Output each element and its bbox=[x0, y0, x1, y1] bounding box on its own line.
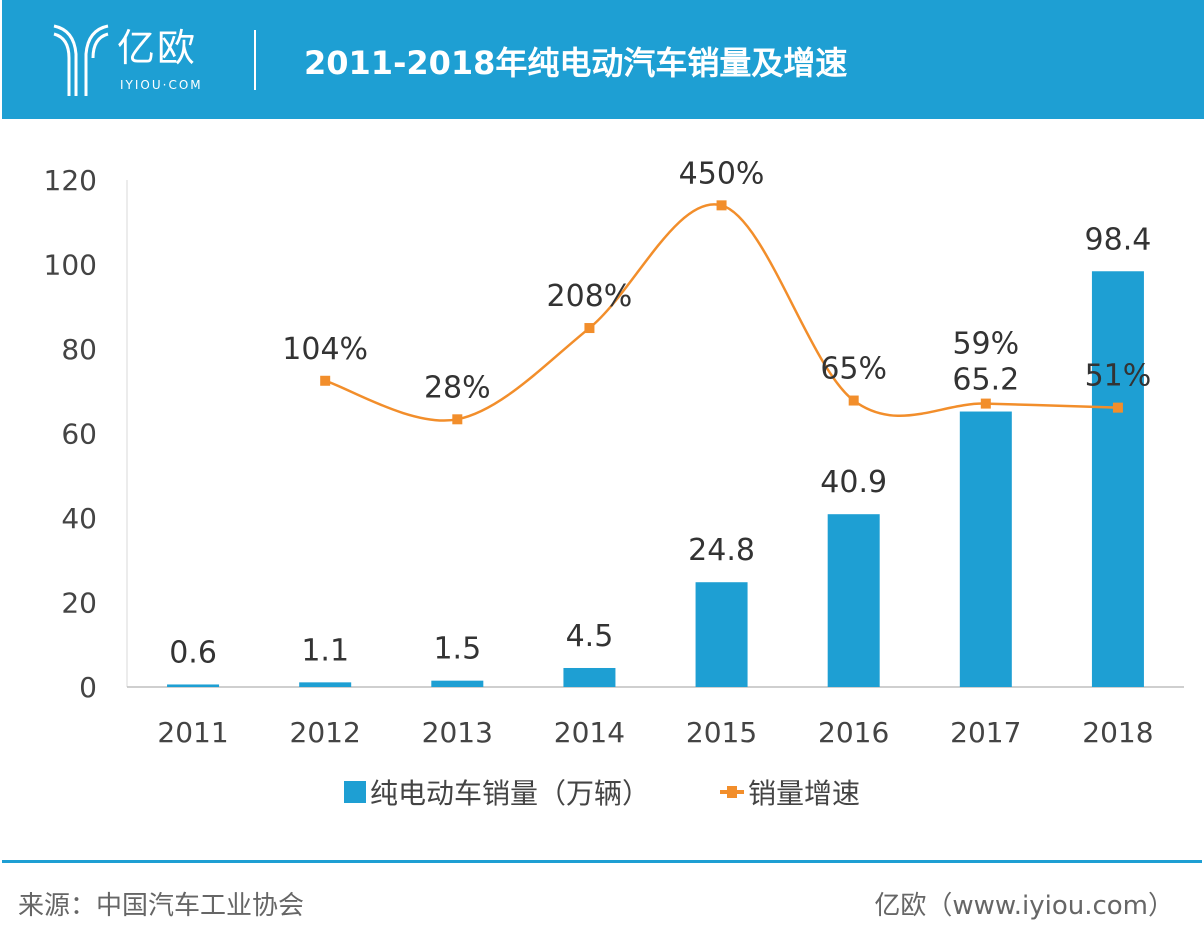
page-title: 2011-2018年纯电动汽车销量及增速 bbox=[304, 44, 848, 82]
y-tick-label: 60 bbox=[61, 418, 97, 451]
footer-rule bbox=[2, 860, 1202, 863]
y-tick-label: 120 bbox=[44, 164, 97, 197]
y-tick-label: 40 bbox=[61, 502, 97, 535]
bar-data-label: 65.2 bbox=[952, 363, 1019, 398]
growth-point bbox=[452, 414, 463, 425]
growth-point bbox=[980, 398, 991, 409]
legend-bar-swatch bbox=[344, 781, 366, 803]
bar bbox=[431, 680, 484, 687]
x-tick-label: 2015 bbox=[686, 716, 757, 749]
legend-line-label: 销量增速 bbox=[748, 777, 861, 810]
iyiou-logo-icon bbox=[53, 24, 109, 96]
growth-point bbox=[848, 395, 859, 406]
header-banner: 亿欧 IYIOU·COM 2011-2018年纯电动汽车销量及增速 bbox=[2, 0, 1204, 119]
y-tick-label: 20 bbox=[61, 587, 97, 620]
growth-data-label: 28% bbox=[424, 370, 491, 405]
growth-data-label: 65% bbox=[820, 352, 887, 387]
source-note: 来源：中国汽车工业协会 bbox=[18, 891, 305, 921]
legend-bar-label: 纯电动车销量（万辆） bbox=[370, 777, 651, 810]
x-tick-label: 2018 bbox=[1082, 716, 1153, 749]
x-tick-label: 2016 bbox=[818, 716, 889, 749]
chart: 0 20 40 60 80 100 120 2011 2012 2013 2014 2015 2016 2… bbox=[44, 156, 1184, 749]
growth-data-label: 51% bbox=[1085, 359, 1152, 394]
logo-text: 亿欧 bbox=[117, 26, 198, 70]
bar bbox=[167, 684, 220, 687]
bar bbox=[1091, 271, 1144, 687]
bar-data-label: 40.9 bbox=[820, 465, 887, 500]
header-divider bbox=[254, 30, 256, 90]
y-tick-label: 0 bbox=[79, 671, 97, 704]
bar bbox=[299, 682, 352, 687]
growth-point bbox=[1112, 402, 1123, 413]
logo-subtext: IYIOU·COM bbox=[120, 78, 203, 92]
legend: 纯电动车销量（万辆） 销量增速 bbox=[344, 772, 860, 812]
bar bbox=[563, 667, 616, 687]
bar-data-label: 0.6 bbox=[169, 635, 217, 670]
bar-data-label: 98.4 bbox=[1085, 222, 1152, 257]
legend-line-swatch bbox=[720, 786, 745, 798]
x-tick-label: 2014 bbox=[554, 716, 625, 749]
growth-data-label: 59% bbox=[952, 327, 1019, 362]
growth-data-label: 208% bbox=[547, 279, 633, 314]
x-tick-label: 2013 bbox=[422, 716, 493, 749]
bar bbox=[959, 411, 1012, 687]
bar-data-label: 1.1 bbox=[301, 633, 349, 668]
bar-data-label: 1.5 bbox=[433, 632, 481, 667]
x-tick-label: 2017 bbox=[950, 716, 1021, 749]
y-tick-label: 80 bbox=[61, 333, 97, 366]
x-tick-label: 2011 bbox=[157, 716, 228, 749]
bar-data-label: 24.8 bbox=[688, 533, 755, 568]
growth-data-label: 104% bbox=[282, 332, 368, 367]
bar-data-label: 4.5 bbox=[566, 619, 614, 654]
bar bbox=[695, 582, 748, 687]
y-tick-label: 100 bbox=[44, 249, 97, 282]
growth-point bbox=[716, 200, 727, 211]
growth-data-label: 450% bbox=[679, 156, 765, 191]
x-tick-label: 2012 bbox=[290, 716, 361, 749]
growth-point bbox=[584, 323, 595, 334]
bar bbox=[827, 514, 880, 687]
growth-point bbox=[320, 375, 331, 386]
credit-note: 亿欧（www.iyiou.com） bbox=[874, 891, 1174, 921]
